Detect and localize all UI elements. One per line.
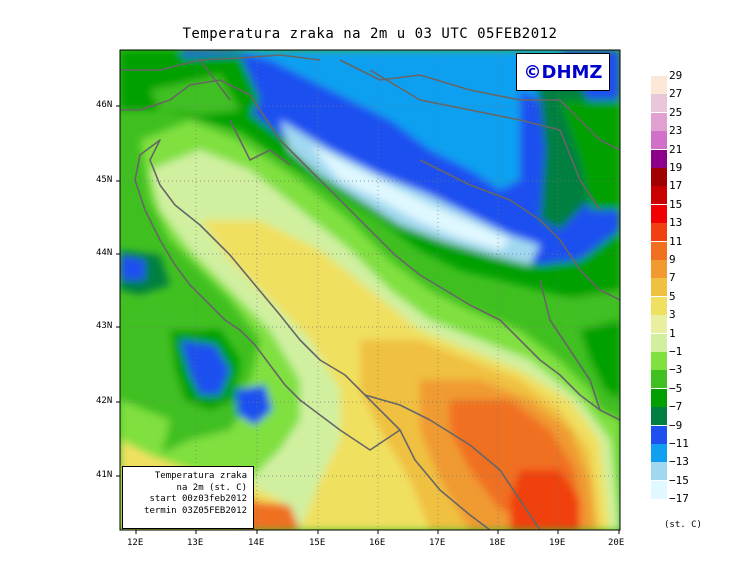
colorbar-label: 23 [669,124,683,138]
info-line-1: Temperatura zraka [154,471,247,481]
colorbar-swatch [651,296,667,315]
colorbar-label: 21 [669,142,683,156]
info-line-2: na 2m (st. C) [176,482,247,493]
colorbar-label: 1 [669,326,676,340]
colorbar-label: −9 [669,418,683,432]
colorbar-label: −7 [669,400,683,414]
colorbar-swatch [651,388,667,407]
colorbar-label: 11 [669,234,683,248]
dhmz-logo: ©DHMZ [516,53,610,91]
colorbar-swatch [651,352,667,370]
colorbar-label: 13 [669,216,683,230]
colorbar-swatch [651,131,667,150]
colorbar-label: −13 [669,455,689,469]
colorbar-swatch [651,333,667,352]
colorbar-swatch [651,315,667,334]
colorbar-label: 19 [669,161,683,174]
colorbar-swatch [651,480,667,499]
colorbar-swatch [651,223,667,242]
colorbar-label: 27 [669,87,683,101]
lon-label-14e: 14E [248,538,265,548]
colorbar-swatch [651,370,667,389]
colorbar-label: −5 [669,381,683,395]
lat-label-44n: 44N [96,248,113,258]
colorbar-swatch [651,425,667,444]
colorbar-swatch [651,149,667,168]
lon-label-16e: 16E [369,538,386,548]
lat-label-46n: 46N [96,100,113,110]
colorbar-label: 17 [669,179,683,193]
colorbar-swatch [651,76,667,94]
colorbar-label: 9 [669,253,676,266]
colorbar-label: −17 [669,492,689,506]
map-title: Temperatura zraka na 2m u 03 UTC 05FEB20… [182,26,558,42]
colorbar-label: −15 [669,473,689,487]
colorbar-swatch [651,278,667,297]
info-line-4: termin 03Z05FEB2012 [144,505,247,516]
colorbar-swatch [651,462,667,481]
colorbar-swatch [651,94,667,113]
colorbar-label: 25 [669,105,683,119]
info-line-3: start 00z03feb2012 [149,494,247,504]
colorbar-swatch [651,112,667,131]
lon-label-20e: 20E [608,538,625,548]
colorbar-label: 5 [669,289,676,303]
lon-label-18e: 18E [489,538,506,548]
colorbar-label: −11 [669,437,689,450]
lat-label-45n: 45N [96,175,113,185]
lon-label-15e: 15E [309,538,326,548]
lat-label-41n: 41N [96,470,113,480]
temperature-field [120,50,620,530]
colorbar-label: −3 [669,363,683,377]
colorbar-swatch [651,444,667,462]
lat-label-42n: 42N [96,396,113,406]
lon-label-17e: 17E [429,538,446,548]
colorbar-label: 3 [669,308,676,322]
colorbar-swatch [651,260,667,278]
colorbar-swatch [651,204,667,223]
colorbar-label: −1 [669,345,683,358]
lat-label-43n: 43N [96,321,113,331]
colorbar-swatch [651,186,667,205]
lon-label-19e: 19E [549,538,566,548]
colorbar-swatch [651,407,667,426]
colorbar-label: 15 [669,197,683,211]
colorbar-label: 7 [669,271,676,285]
lon-label-12e: 12E [127,538,144,548]
info-box: Temperatura zraka na 2m (st. C) start 00… [122,466,254,529]
lon-label-13e: 13E [187,538,204,548]
colorbar-units: (st. C) [664,520,702,530]
colorbar-label: 29 [669,69,683,82]
colorbar-swatch [651,168,667,186]
colorbar-swatch [651,241,667,260]
